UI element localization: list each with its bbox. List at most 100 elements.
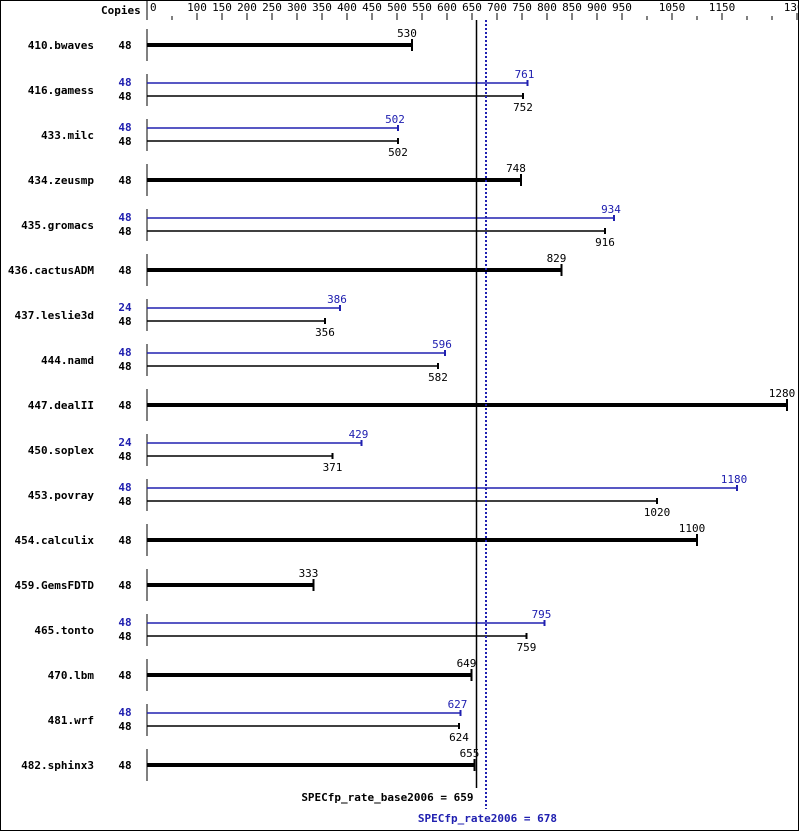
base-value-label: 1020 xyxy=(644,506,671,519)
tick-label: 850 xyxy=(562,1,582,14)
peak-value-label: 627 xyxy=(448,698,468,711)
base-copies: 48 xyxy=(118,450,131,463)
base-copies: 48 xyxy=(118,534,131,547)
tick-label: 1150 xyxy=(709,1,736,14)
tick-label: 1050 xyxy=(659,1,686,14)
tick-label: 700 xyxy=(487,1,507,14)
base-bar xyxy=(147,268,562,272)
peak-copies: 48 xyxy=(118,211,131,224)
base-bar xyxy=(147,403,787,407)
tick-label: 400 xyxy=(337,1,357,14)
base-copies: 48 xyxy=(118,495,131,508)
base-value-label: 1280 xyxy=(769,387,796,400)
benchmark-label: 459.GemsFDTD xyxy=(15,579,95,592)
base-value-label: 829 xyxy=(547,252,567,265)
benchmark-label: 444.namd xyxy=(41,354,94,367)
peak-copies: 48 xyxy=(118,616,131,629)
peak-value-label: 795 xyxy=(532,608,552,621)
base-copies: 48 xyxy=(118,39,131,52)
base-copies: 48 xyxy=(118,225,131,238)
base-copies: 48 xyxy=(118,669,131,682)
benchmark-label: 447.dealII xyxy=(28,399,94,412)
tick-label: 800 xyxy=(537,1,557,14)
base-value-label: 530 xyxy=(397,27,417,40)
peak-copies: 48 xyxy=(118,76,131,89)
base-copies: 48 xyxy=(118,135,131,148)
benchmark-label: 465.tonto xyxy=(34,624,94,637)
base-copies: 48 xyxy=(118,759,131,772)
benchmark-label: 436.cactusADM xyxy=(8,264,94,277)
tick-label: 1300 xyxy=(784,1,798,14)
base-bar xyxy=(147,178,521,182)
base-value-label: 502 xyxy=(388,146,408,159)
benchmark-label: 433.milc xyxy=(41,129,94,142)
tick-label: 200 xyxy=(237,1,257,14)
base-copies: 48 xyxy=(118,360,131,373)
peak-copies: 48 xyxy=(118,346,131,359)
benchmark-label: 481.wrf xyxy=(48,714,94,727)
base-bar xyxy=(147,43,412,47)
tick-label: 950 xyxy=(612,1,632,14)
base-bar xyxy=(147,583,314,587)
peak-value-label: 386 xyxy=(327,293,347,306)
base-copies: 48 xyxy=(118,720,131,733)
base-bar xyxy=(147,673,472,677)
benchmark-label: 410.bwaves xyxy=(28,39,94,52)
base-copies: 48 xyxy=(118,315,131,328)
peak-copies: 24 xyxy=(118,301,132,314)
base-mean-label: SPECfp_rate_base2006 = 659 xyxy=(301,791,473,804)
tick-label: 100 xyxy=(187,1,207,14)
base-value-label: 748 xyxy=(506,162,526,175)
benchmark-label: 416.gamess xyxy=(28,84,94,97)
base-copies: 48 xyxy=(118,630,131,643)
benchmark-label: 450.soplex xyxy=(28,444,95,457)
base-copies: 48 xyxy=(118,174,131,187)
tick-label: 150 xyxy=(212,1,232,14)
tick-label: 550 xyxy=(412,1,432,14)
base-value-label: 649 xyxy=(457,657,477,670)
peak-value-label: 429 xyxy=(349,428,369,441)
benchmark-label: 435.gromacs xyxy=(21,219,94,232)
tick-label: 900 xyxy=(587,1,607,14)
benchmark-label: 434.zeusmp xyxy=(28,174,95,187)
base-copies: 48 xyxy=(118,90,131,103)
base-value-label: 752 xyxy=(513,101,533,114)
base-copies: 48 xyxy=(118,264,131,277)
base-copies: 48 xyxy=(118,399,131,412)
base-bar xyxy=(147,763,475,767)
base-value-label: 582 xyxy=(428,371,448,384)
base-value-label: 655 xyxy=(460,747,480,760)
base-value-label: 1100 xyxy=(679,522,706,535)
benchmark-label: 482.sphinx3 xyxy=(21,759,94,772)
base-value-label: 916 xyxy=(595,236,615,249)
tick-label: 0 xyxy=(150,1,157,14)
tick-label: 500 xyxy=(387,1,407,14)
peak-value-label: 934 xyxy=(601,203,621,216)
tick-label: 750 xyxy=(512,1,532,14)
tick-label: 450 xyxy=(362,1,382,14)
benchmark-label: 454.calculix xyxy=(15,534,95,547)
peak-copies: 24 xyxy=(118,436,132,449)
base-value-label: 759 xyxy=(517,641,537,654)
peak-value-label: 596 xyxy=(432,338,452,351)
tick-label: 650 xyxy=(462,1,482,14)
base-value-label: 333 xyxy=(299,567,319,580)
peak-mean-label: SPECfp_rate2006 = 678 xyxy=(418,812,557,825)
peak-value-label: 502 xyxy=(385,113,405,126)
tick-label: 250 xyxy=(262,1,282,14)
tick-label: 600 xyxy=(437,1,457,14)
base-value-label: 356 xyxy=(315,326,335,339)
peak-value-label: 761 xyxy=(515,68,535,81)
benchmark-label: 470.lbm xyxy=(48,669,95,682)
base-copies: 48 xyxy=(118,579,131,592)
peak-copies: 48 xyxy=(118,706,131,719)
peak-value-label: 1180 xyxy=(721,473,748,486)
base-value-label: 624 xyxy=(449,731,469,744)
peak-copies: 48 xyxy=(118,121,131,134)
base-bar xyxy=(147,538,697,542)
copies-header: Copies xyxy=(101,4,141,17)
tick-label: 300 xyxy=(287,1,307,14)
benchmark-label: 453.povray xyxy=(28,489,95,502)
